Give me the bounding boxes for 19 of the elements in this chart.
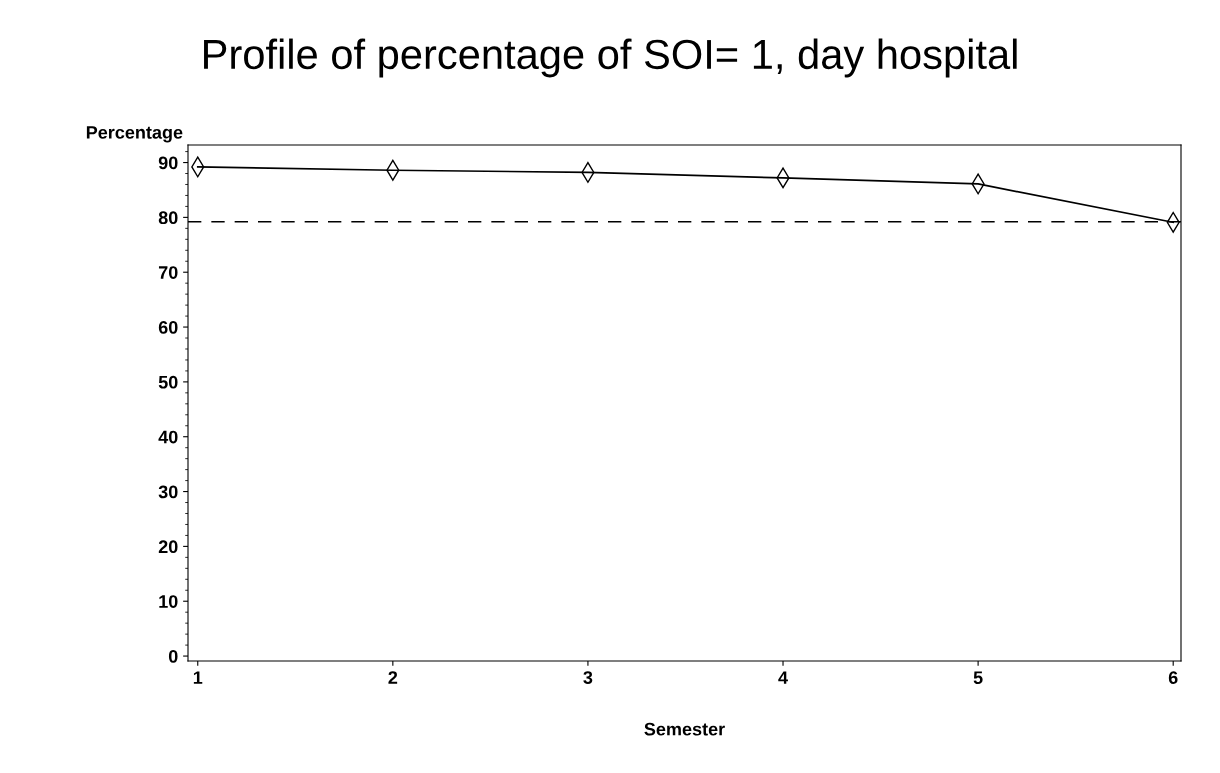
- x-tick-label: 4: [778, 671, 788, 684]
- x-tick-label: 2: [388, 671, 398, 684]
- y-tick-label: 90: [158, 156, 178, 170]
- y-tick-label: 30: [158, 485, 178, 499]
- x-tick-label: 1: [193, 671, 203, 684]
- x-axis-title: Semester: [644, 722, 725, 736]
- y-tick-label: 80: [158, 211, 178, 225]
- x-tick-label: 6: [1168, 671, 1178, 684]
- y-axis-title: Percentage: [86, 126, 183, 143]
- y-tick-label: 0: [168, 650, 178, 663]
- x-tick-label: 3: [583, 671, 593, 685]
- x-tick-label: 5: [973, 671, 983, 684]
- y-tick-label: 40: [158, 430, 178, 444]
- y-tick-label: 10: [159, 595, 178, 608]
- y-tick-label: 50: [158, 375, 178, 389]
- y-tick-label: 20: [158, 540, 178, 554]
- y-tick-label: 70: [158, 266, 178, 279]
- y-tick-label: 60: [158, 320, 178, 334]
- chart-title: Profile of percentage of SOI= 1, day hospital: [204, 38, 1017, 78]
